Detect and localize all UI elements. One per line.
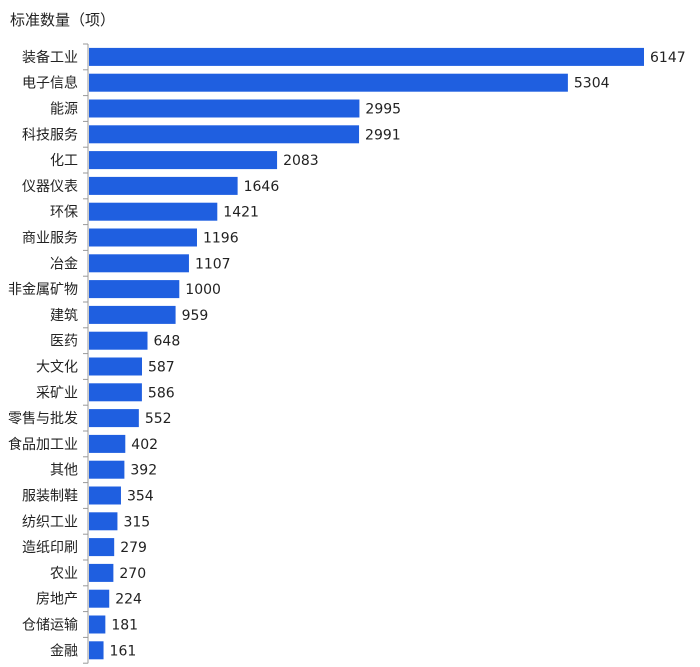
bar: [89, 254, 189, 273]
value-label: 1107: [195, 256, 231, 272]
bar: [89, 228, 197, 247]
value-label: 586: [148, 385, 175, 401]
category-label: 食品加工业: [8, 436, 78, 453]
bar: [89, 589, 110, 608]
category-label: 医药: [50, 334, 78, 350]
bar: [89, 486, 121, 505]
value-label: 1421: [223, 205, 259, 221]
value-label: 2083: [283, 153, 319, 169]
category-label: 建筑: [50, 308, 78, 324]
category-label: 大文化: [36, 360, 78, 376]
category-label: 化工: [50, 153, 78, 169]
bars-layer: [89, 47, 644, 660]
value-label: 2991: [365, 127, 401, 143]
value-label: 6147: [650, 50, 686, 66]
category-label: 房地产: [36, 592, 78, 608]
category-label: 造纸印刷: [22, 540, 78, 556]
value-label: 648: [154, 334, 181, 350]
category-label: 非金属矿物: [8, 282, 78, 298]
value-label: 587: [148, 360, 175, 376]
category-label: 冶金: [50, 256, 78, 272]
axis-layer: [83, 43, 89, 664]
bar: [89, 202, 218, 221]
bar: [89, 99, 360, 118]
value-label: 1196: [203, 231, 239, 247]
bar: [89, 125, 360, 144]
bar: [89, 280, 180, 299]
category-label: 其他: [50, 463, 78, 479]
category-label: 科技服务: [22, 127, 78, 143]
bar: [89, 641, 104, 660]
bar: [89, 331, 148, 350]
value-label: 279: [120, 540, 147, 556]
bar: [89, 357, 142, 376]
value-label: 354: [127, 489, 154, 505]
category-label: 农业: [50, 566, 78, 582]
category-label: 仪器仪表: [22, 179, 78, 195]
value-label: 2995: [365, 102, 401, 118]
value-label: 1646: [244, 179, 280, 195]
bar: [89, 512, 118, 531]
category-label: 电子信息: [22, 75, 78, 92]
bar: [89, 538, 115, 557]
bar: [89, 615, 106, 634]
value-label: 161: [110, 643, 137, 659]
bar: [89, 176, 238, 195]
bar: [89, 383, 142, 402]
bar: [89, 305, 176, 324]
bar: [89, 409, 139, 428]
value-label: 224: [115, 592, 142, 608]
category-label: 仓储运输: [22, 618, 78, 634]
bar: [89, 563, 114, 582]
value-label: 402: [131, 437, 158, 453]
labels-layer: 装备工业 6147 电子信息 5304 能源 2995 科技服务 2991 化工 2083 仪器仪表…: [8, 49, 686, 659]
category-label: 环保: [50, 205, 78, 221]
category-label: 能源: [50, 102, 78, 118]
bar: [89, 151, 278, 170]
value-label: 315: [123, 514, 150, 530]
category-label: 采矿业: [36, 385, 78, 401]
value-label: 959: [182, 308, 209, 324]
y-axis-title: 标准数量（项）: [10, 11, 116, 29]
value-label: 181: [111, 618, 138, 634]
value-label: 552: [145, 411, 172, 427]
value-label: 270: [119, 566, 146, 582]
category-label: 纺织工业: [22, 514, 78, 530]
value-label: 1000: [185, 282, 221, 298]
category-label: 金融: [50, 643, 78, 659]
value-label: 392: [130, 463, 157, 479]
category-label: 装备工业: [22, 49, 78, 66]
bar: [89, 47, 644, 66]
category-label: 零售与批发: [8, 411, 78, 427]
bar: [89, 73, 568, 92]
value-label: 5304: [574, 76, 610, 92]
bar: [89, 460, 125, 479]
category-label: 服装制鞋: [22, 489, 78, 505]
category-label: 商业服务: [22, 231, 78, 247]
bar: [89, 434, 126, 453]
